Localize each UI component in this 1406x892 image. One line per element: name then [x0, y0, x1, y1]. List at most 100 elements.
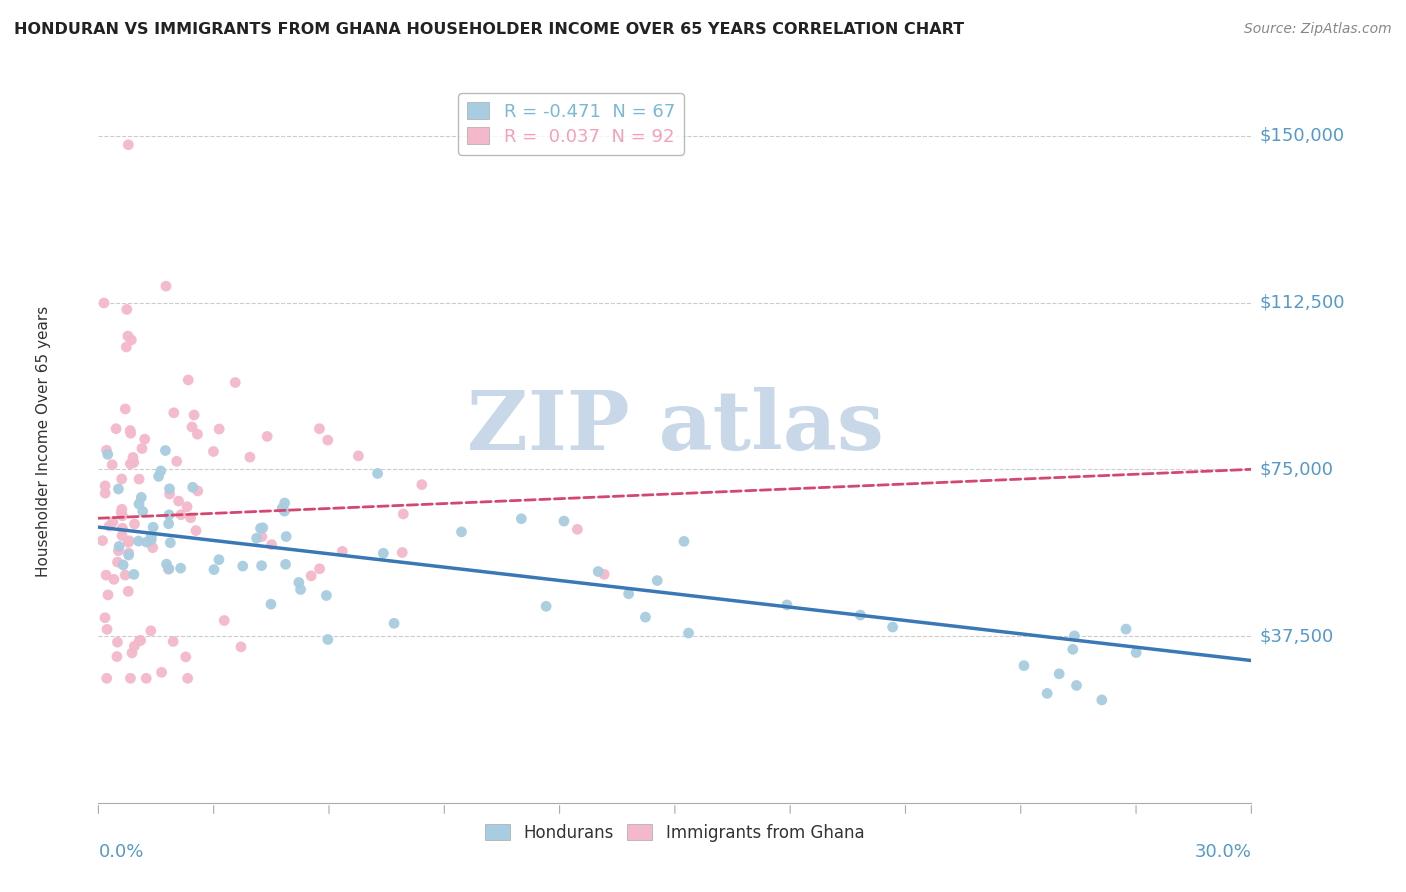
Text: $150,000: $150,000	[1258, 127, 1344, 145]
Point	[391, 545, 413, 559]
Point	[634, 610, 657, 624]
Point	[373, 546, 395, 560]
Point	[347, 449, 370, 463]
Point	[202, 444, 225, 458]
Point	[1062, 642, 1084, 657]
Point	[382, 616, 405, 631]
Point	[96, 443, 118, 458]
Point	[274, 558, 297, 572]
Point	[97, 447, 120, 461]
Point	[110, 506, 132, 520]
Point	[411, 477, 433, 491]
Point	[129, 633, 152, 648]
Point	[186, 427, 208, 442]
Point	[308, 422, 330, 436]
Point	[163, 406, 186, 420]
Point	[135, 535, 157, 549]
Point	[94, 568, 117, 582]
Point	[159, 487, 181, 501]
Point	[117, 137, 139, 152]
Point	[117, 535, 139, 549]
Point	[308, 562, 330, 576]
Point	[181, 420, 204, 434]
Point	[157, 508, 180, 522]
Point	[124, 639, 146, 653]
Point	[510, 512, 533, 526]
Point	[114, 401, 136, 416]
Point	[1012, 658, 1035, 673]
Point	[316, 632, 339, 647]
Point	[157, 516, 180, 531]
Point	[276, 530, 298, 544]
Point	[155, 443, 177, 458]
Point	[1047, 666, 1070, 681]
Point	[155, 557, 177, 571]
Point	[1125, 646, 1147, 660]
Point	[273, 496, 295, 510]
Point	[224, 376, 246, 390]
Point	[250, 558, 273, 573]
Point	[567, 522, 589, 536]
Point	[250, 530, 273, 544]
Point	[273, 504, 295, 518]
Point	[120, 424, 142, 438]
Point	[208, 422, 231, 436]
Point	[170, 508, 193, 522]
Point	[94, 479, 117, 493]
Point	[256, 429, 278, 443]
Point	[142, 520, 165, 534]
Point	[111, 502, 134, 516]
Point	[96, 623, 118, 637]
Point	[107, 482, 129, 496]
Point	[108, 540, 131, 554]
Point	[128, 633, 150, 648]
Text: $75,000: $75,000	[1258, 460, 1333, 478]
Point	[617, 587, 640, 601]
Point	[118, 546, 141, 560]
Point	[450, 524, 472, 539]
Point	[212, 614, 235, 628]
Point	[166, 454, 188, 468]
Point	[290, 582, 312, 597]
Point	[180, 510, 202, 524]
Point	[776, 598, 799, 612]
Point	[159, 482, 181, 496]
Legend: Hondurans, Immigrants from Ghana: Hondurans, Immigrants from Ghana	[478, 817, 872, 848]
Text: ZIP atlas: ZIP atlas	[467, 387, 883, 467]
Point	[111, 472, 134, 486]
Point	[121, 646, 143, 660]
Point	[181, 480, 204, 494]
Text: $112,500: $112,500	[1258, 293, 1344, 311]
Point	[117, 584, 139, 599]
Text: Source: ZipAtlas.com: Source: ZipAtlas.com	[1244, 22, 1392, 37]
Point	[111, 521, 134, 535]
Point	[534, 599, 557, 614]
Point	[260, 597, 283, 611]
Point	[187, 483, 209, 498]
Point	[252, 521, 274, 535]
Point	[115, 302, 138, 317]
Point	[169, 561, 191, 575]
Point	[183, 408, 205, 422]
Point	[131, 442, 153, 456]
Point	[1115, 622, 1137, 636]
Text: $37,500: $37,500	[1258, 627, 1333, 645]
Point	[299, 569, 322, 583]
Point	[208, 552, 231, 566]
Point	[105, 422, 128, 436]
Text: Householder Income Over 65 years: Householder Income Over 65 years	[35, 306, 51, 577]
Point	[239, 450, 262, 464]
Point	[148, 469, 170, 483]
Point	[128, 497, 150, 511]
Point	[139, 624, 162, 638]
Point	[645, 574, 668, 588]
Point	[115, 340, 138, 354]
Point	[117, 329, 139, 343]
Point	[101, 458, 124, 472]
Point	[260, 538, 283, 552]
Point	[882, 620, 904, 634]
Point	[135, 671, 157, 685]
Point	[1091, 693, 1114, 707]
Point	[128, 472, 150, 486]
Point	[122, 567, 145, 582]
